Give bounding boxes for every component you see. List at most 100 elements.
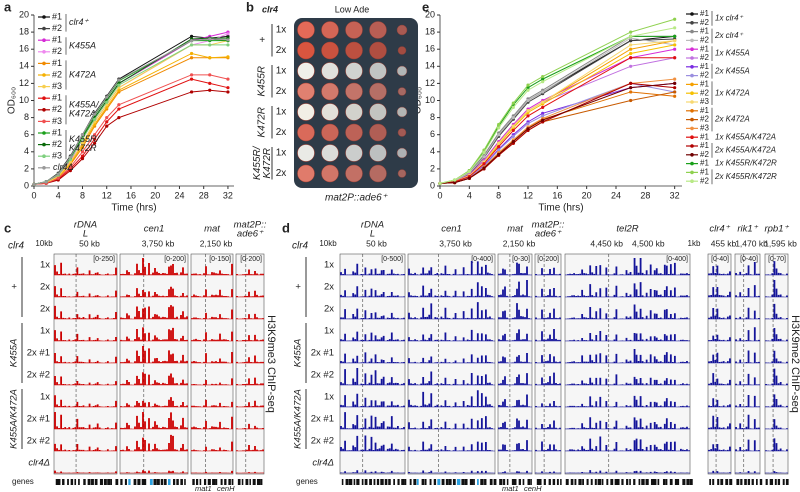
gene-mark — [689, 479, 693, 485]
legend-label: #2 — [52, 23, 62, 33]
data-point — [93, 117, 97, 121]
row-label: 2x #1 — [27, 414, 50, 425]
row-label: 2x — [276, 86, 287, 97]
legend-swatch — [690, 161, 694, 166]
signal-track — [735, 307, 760, 319]
data-point — [629, 43, 633, 47]
gene-mark — [677, 479, 680, 485]
gene-mark — [192, 479, 195, 485]
legend-swatch — [42, 166, 46, 170]
signal-track — [498, 373, 532, 385]
row-group-label: + — [259, 35, 265, 46]
y-tick-label: 6 — [24, 129, 29, 139]
spot — [397, 87, 407, 96]
series-line — [439, 35, 675, 184]
legend-swatch — [42, 38, 46, 42]
gene-mark — [58, 479, 61, 485]
gene-mark — [665, 479, 668, 485]
row-label: 2x #1 — [311, 348, 334, 359]
data-point — [526, 83, 530, 87]
locus-name: mat — [507, 224, 523, 235]
legend-swatch — [690, 117, 694, 122]
legend-swatch — [42, 73, 46, 77]
signal-track — [735, 261, 760, 275]
gene-label: cenH — [217, 484, 235, 492]
signal-track — [408, 441, 495, 451]
spot — [369, 123, 387, 142]
gene-mark — [413, 479, 417, 485]
data-point — [629, 64, 633, 68]
data-point — [189, 90, 194, 94]
x-tick-label: 20 — [582, 190, 592, 200]
legend-label: #1 — [52, 58, 62, 68]
gene-mark — [393, 479, 396, 485]
legend-group-label: 1x K455A — [715, 49, 750, 58]
data-point — [629, 56, 633, 60]
data-point — [673, 26, 677, 30]
gene-mark — [110, 479, 112, 485]
data-point — [511, 128, 515, 133]
data-point — [208, 56, 212, 60]
plate-title: Low Ade — [335, 4, 370, 14]
data-point — [541, 77, 545, 81]
signal-track — [708, 265, 731, 275]
gene-mark — [480, 479, 484, 485]
gene-mark — [176, 479, 179, 485]
signal-track — [535, 308, 561, 319]
data-point — [208, 43, 212, 47]
signal-track — [408, 354, 495, 363]
panel-label: a — [4, 0, 12, 14]
signal-track — [191, 331, 233, 341]
row-label: 1x — [324, 260, 334, 271]
row-label: 2x — [40, 282, 50, 293]
gene-mark — [662, 479, 666, 485]
signal-track — [765, 328, 788, 341]
legend-swatch — [690, 56, 694, 60]
range-label: [0-200] — [240, 256, 262, 263]
x-tick-label: 28 — [199, 190, 209, 200]
y-tick-label: 0 — [430, 180, 435, 190]
data-point — [105, 116, 109, 120]
panel-label: d — [282, 220, 290, 235]
data-point — [629, 51, 633, 56]
gene-mark — [539, 479, 542, 485]
signal-track — [236, 313, 264, 319]
legend-label: #2 — [700, 36, 709, 45]
signal-track — [565, 282, 690, 297]
signal-track — [340, 286, 405, 297]
signal-track — [498, 353, 532, 363]
range-label: [0-40] — [711, 256, 729, 263]
legend-swatch — [42, 108, 46, 112]
gene-mark — [556, 479, 559, 485]
gene-mark — [650, 479, 654, 485]
legend-group-label: 1x K455R/K472R — [715, 159, 777, 168]
genes-label: genes — [296, 477, 318, 486]
gene-mark — [590, 479, 593, 485]
gene-mark — [252, 479, 256, 485]
locus-name: mat2P:: ade6⁺ — [532, 219, 565, 239]
gene-mark — [199, 479, 202, 485]
locus-name: rDNA L — [74, 219, 97, 239]
data-point — [541, 74, 545, 79]
signal-track — [498, 280, 532, 297]
gene-mark — [380, 479, 384, 485]
legend-swatch — [690, 179, 694, 183]
data-point — [32, 182, 36, 186]
signal-track — [535, 420, 561, 429]
track-frame — [707, 253, 732, 475]
legend-group-label: K472A — [69, 69, 96, 79]
gene-mark — [601, 479, 604, 485]
signal-track — [340, 308, 405, 319]
gene-mark — [137, 479, 141, 485]
data-point — [105, 95, 109, 99]
gene-mark — [461, 479, 465, 485]
gene-label: cenH — [524, 484, 542, 492]
control-label: clr4Δ — [312, 458, 334, 469]
legend-label: #2 — [52, 139, 62, 149]
range-label: [0-150] — [209, 256, 231, 263]
gene-mark — [416, 479, 419, 485]
signal-track — [120, 286, 188, 297]
signal-track — [191, 263, 233, 275]
row-label: 1x — [276, 66, 287, 77]
gene-mark — [184, 479, 186, 485]
